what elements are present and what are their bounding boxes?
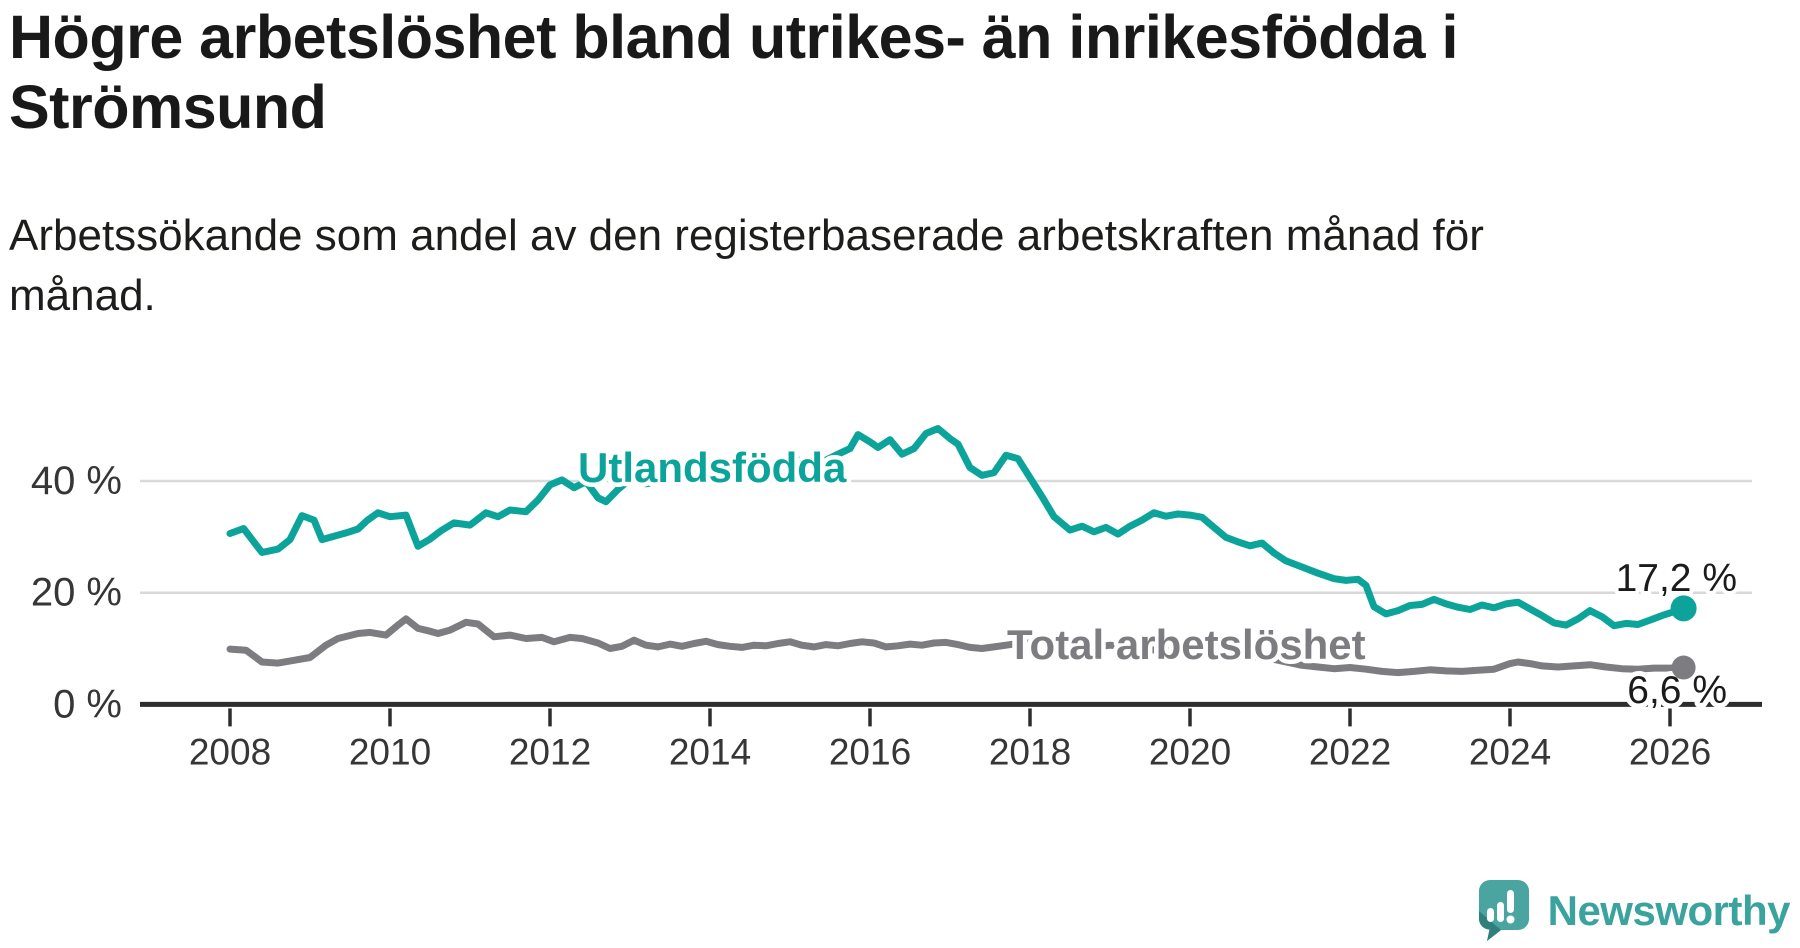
- series-line-utlandsfodda: [226, 425, 1688, 630]
- x-tick-label-2012: 2012: [509, 731, 591, 772]
- x-tick-label-2018: 2018: [989, 731, 1071, 772]
- newsworthy-wordmark: Newsworthy: [1547, 886, 1791, 934]
- page-subtitle: Arbetssökande som andel av den registerb…: [9, 211, 1484, 320]
- x-tick-label-2026: 2026: [1629, 731, 1711, 772]
- x-tick-label-2020: 2020: [1149, 731, 1231, 772]
- series-line-total: [226, 615, 1688, 677]
- x-tick-label-2022: 2022: [1309, 731, 1391, 772]
- x-tick-label-2008: 2008: [189, 731, 271, 772]
- series-label-utlandsfodda: Utlandsfödda: [578, 444, 847, 491]
- y-tick-label-0: 0 %: [53, 682, 122, 726]
- x-tick-label-2016: 2016: [829, 731, 911, 772]
- x-tick-label-2014: 2014: [669, 731, 751, 772]
- newsworthy-logo-icon: [1478, 880, 1529, 941]
- series-end-dot-utlandsfodda: [1670, 595, 1697, 622]
- y-tick-label-20: 20 %: [31, 571, 122, 615]
- series-end-dot-total: [1671, 655, 1696, 680]
- x-tick-label-2024: 2024: [1469, 731, 1551, 772]
- series-label-total: Total arbetslöshet: [1007, 621, 1366, 668]
- newsworthy-logo: Newsworthy: [1478, 879, 1791, 942]
- page-title: Högre arbetslöshet bland utrikes- än inr…: [9, 3, 1458, 141]
- y-tick-label-40: 40 %: [31, 459, 122, 503]
- end-value-label-utlandsfodda: 17,2 %: [1616, 557, 1737, 600]
- x-tick-label-2010: 2010: [349, 731, 431, 772]
